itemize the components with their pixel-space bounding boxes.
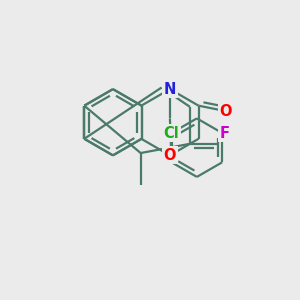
Text: Cl: Cl: [164, 125, 179, 140]
Text: N: N: [164, 82, 176, 97]
Text: F: F: [220, 125, 230, 140]
Text: O: O: [219, 103, 232, 118]
Text: O: O: [164, 148, 176, 163]
